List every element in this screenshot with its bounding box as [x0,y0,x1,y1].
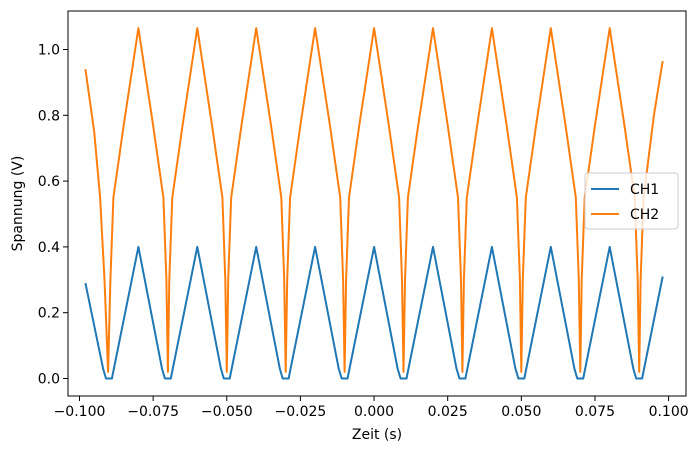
x-tick-label: −0.075 [127,404,179,420]
legend-label-ch1: CH1 [630,182,659,198]
x-tick-label: 0.000 [354,404,394,420]
y-axis-title: Spannung (V) [10,156,26,252]
x-tick-label: 0.050 [501,404,541,420]
x-tick-label: −0.025 [275,404,327,420]
legend-label-ch2: CH2 [630,207,659,223]
x-tick-label: 0.025 [428,404,468,420]
series-line-ch2 [84,27,664,373]
x-axis-title: Zeit (s) [352,427,402,443]
series-layer [84,27,664,380]
y-tick-label: 1.0 [38,42,60,58]
y-tick-label: 0.2 [38,306,60,322]
x-tick-label: −0.050 [201,404,253,420]
x-axis: −0.100 −0.075 −0.050 −0.025 0.000 0.025 0.050 0… [54,396,689,420]
y-tick-label: 0.0 [38,371,60,387]
x-tick-label: −0.100 [54,404,106,420]
axes-frame [67,10,687,397]
y-axis: 0.0 0.2 0.4 0.6 0.8 1.0 [38,42,68,387]
y-tick-label: 0.4 [38,240,60,256]
y-tick-label: 0.6 [38,174,60,190]
x-tick-label: 0.075 [575,404,615,420]
x-tick-label: 0.100 [649,404,689,420]
series-line-ch1 [84,245,664,380]
y-tick-label: 0.8 [38,108,60,124]
legend: CH1 CH2 [584,172,679,230]
